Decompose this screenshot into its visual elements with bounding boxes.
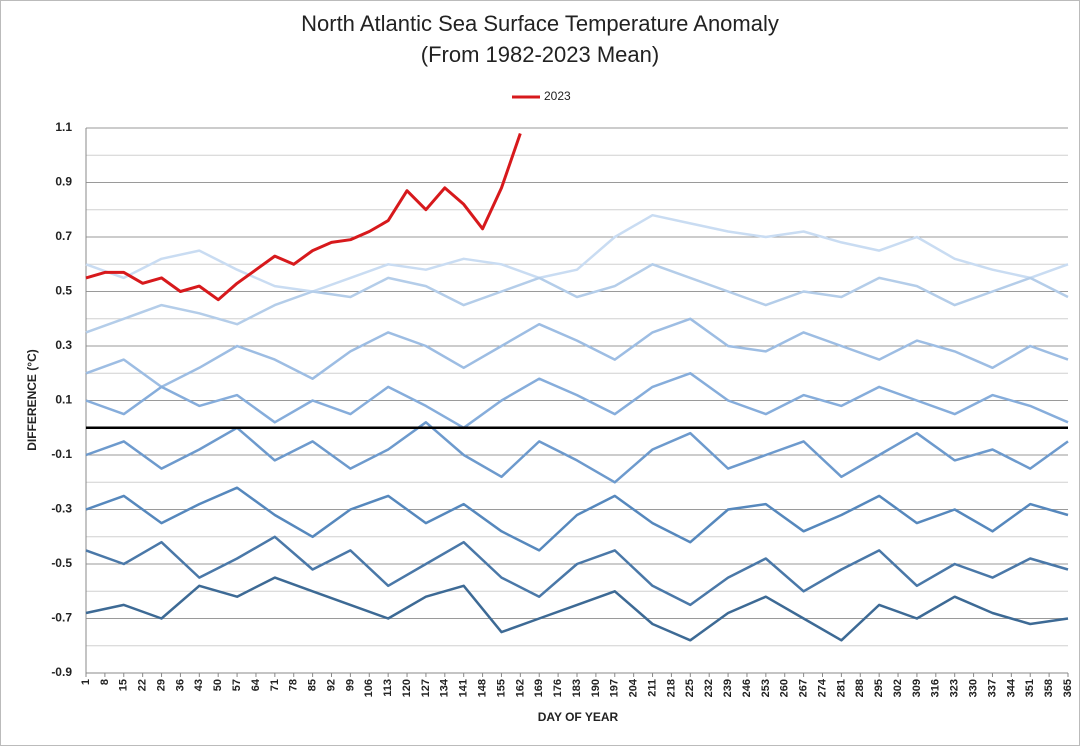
x-tick-label: 162: [514, 679, 526, 697]
chart-subtitle: (From 1982-2023 Mean): [421, 42, 659, 67]
y-axis-label: DIFFERENCE (°C): [25, 349, 39, 450]
chart-title: North Atlantic Sea Surface Temperature A…: [301, 11, 779, 36]
y-tick-label: 0.7: [55, 229, 72, 243]
x-tick-label: 358: [1043, 679, 1055, 697]
x-tick-label: 260: [779, 679, 791, 697]
x-tick-label: 1: [80, 679, 92, 685]
x-tick-label: 323: [949, 679, 961, 697]
x-tick-label: 253: [760, 679, 772, 697]
x-tick-label: 155: [495, 679, 507, 697]
x-tick-label: 309: [911, 679, 923, 697]
x-tick-label: 43: [193, 679, 205, 691]
x-tick-label: 344: [1005, 678, 1017, 697]
x-tick-label: 281: [835, 679, 847, 697]
x-tick-label: 29: [155, 679, 167, 691]
x-tick-label: 127: [420, 679, 432, 697]
series-line: [85, 317, 1069, 389]
x-tick-label: 197: [609, 679, 621, 697]
x-tick-label: 36: [174, 679, 186, 691]
x-tick-label: 15: [118, 679, 130, 691]
series-line: [85, 372, 1069, 430]
y-tick-label: -0.7: [51, 611, 72, 625]
y-tick-label: 0.3: [55, 338, 72, 352]
y-tick-label: 0.9: [55, 175, 72, 189]
x-tick-label: 64: [250, 678, 262, 691]
x-axis-label: DAY OF YEAR: [538, 710, 619, 724]
y-tick-label: 0.1: [55, 393, 72, 407]
x-tick-label: 57: [231, 679, 243, 691]
x-tick-label: 351: [1024, 679, 1036, 697]
x-tick-label: 183: [571, 679, 583, 697]
x-tick-label: 204: [628, 678, 640, 697]
series-line: [85, 535, 1069, 607]
x-tick-label: 267: [798, 679, 810, 697]
series-line: [85, 133, 522, 302]
x-tick-label: 218: [665, 679, 677, 697]
series-line: [85, 486, 1069, 552]
series-line: [85, 263, 1069, 334]
y-tick-label: -0.3: [51, 502, 72, 516]
x-tick-label: 148: [476, 679, 488, 697]
x-tick-label: 71: [269, 679, 281, 691]
x-tick-label: 211: [646, 679, 658, 697]
x-tick-label: 78: [288, 679, 300, 691]
x-tick-label: 330: [967, 679, 979, 697]
x-tick-label: 169: [533, 679, 545, 697]
x-tick-label: 85: [307, 679, 319, 691]
x-tick-label: 99: [344, 679, 356, 691]
x-tick-label: 246: [741, 679, 753, 697]
x-tick-label: 50: [212, 679, 224, 691]
x-tick-label: 141: [458, 679, 470, 697]
x-tick-label: 92: [325, 679, 337, 691]
x-tick-label: 225: [684, 679, 696, 697]
y-tick-label: -0.5: [51, 556, 72, 570]
x-tick-label: 120: [401, 679, 413, 697]
y-tick-label: 1.1: [55, 120, 72, 134]
x-tick-label: 365: [1062, 679, 1074, 697]
legend-label: 2023: [544, 89, 571, 103]
x-tick-label: 316: [930, 679, 942, 697]
x-tick-label: 232: [703, 679, 715, 697]
x-tick-label: 295: [873, 679, 885, 697]
series-line: [85, 421, 1069, 484]
x-tick-label: 8: [99, 679, 111, 685]
x-tick-label: 288: [854, 679, 866, 697]
x-tick-label: 239: [722, 679, 734, 697]
x-tick-label: 134: [439, 678, 451, 697]
y-tick-label: 0.5: [55, 284, 72, 298]
x-tick-label: 22: [137, 679, 149, 691]
x-tick-label: 274: [816, 678, 828, 697]
series-line: [85, 576, 1069, 642]
x-tick-label: 302: [892, 679, 904, 697]
y-tick-label: -0.9: [51, 665, 72, 679]
x-tick-label: 337: [986, 679, 998, 697]
x-tick-label: 190: [590, 679, 602, 697]
y-tick-label: -0.1: [51, 447, 72, 461]
x-tick-label: 106: [363, 679, 375, 697]
x-tick-label: 113: [382, 679, 394, 697]
x-tick-label: 176: [552, 679, 564, 697]
